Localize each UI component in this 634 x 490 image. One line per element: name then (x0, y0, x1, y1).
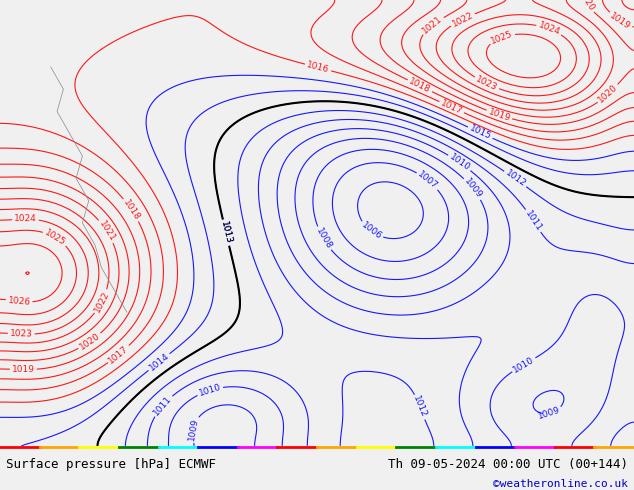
Text: 1022: 1022 (450, 10, 475, 28)
Text: 1016: 1016 (306, 60, 330, 75)
Text: 1018: 1018 (408, 77, 432, 95)
Text: 1009: 1009 (537, 405, 562, 421)
Text: 1015: 1015 (468, 124, 493, 142)
Text: 1009: 1009 (462, 177, 484, 200)
Text: 1011: 1011 (523, 209, 543, 233)
Text: 1018: 1018 (121, 198, 141, 222)
Text: 1014: 1014 (147, 351, 171, 372)
Text: 1020: 1020 (576, 0, 596, 14)
Text: 1024: 1024 (537, 21, 562, 37)
Text: 1025: 1025 (43, 228, 67, 247)
Text: 1017: 1017 (439, 98, 464, 116)
Text: 1013: 1013 (219, 220, 233, 245)
Text: 1021: 1021 (97, 219, 117, 243)
Text: 1019: 1019 (487, 107, 512, 123)
Text: 1021: 1021 (421, 14, 444, 36)
Text: 1010: 1010 (512, 355, 536, 374)
Text: 1010: 1010 (448, 152, 472, 173)
Text: 1019: 1019 (608, 11, 632, 31)
Text: 1017: 1017 (107, 343, 131, 365)
Text: 1023: 1023 (10, 329, 33, 339)
Text: 1011: 1011 (152, 394, 174, 417)
Text: 1006: 1006 (359, 220, 383, 242)
Text: ©weatheronline.co.uk: ©weatheronline.co.uk (493, 479, 628, 489)
Text: 1012: 1012 (503, 169, 527, 189)
Text: 1007: 1007 (416, 170, 439, 191)
Text: 1019: 1019 (12, 365, 35, 374)
Text: 1025: 1025 (489, 29, 514, 46)
Text: 1020: 1020 (78, 331, 102, 352)
Text: 1024: 1024 (14, 215, 37, 224)
Text: Surface pressure [hPa] ECMWF: Surface pressure [hPa] ECMWF (6, 458, 216, 471)
Text: 1010: 1010 (198, 383, 223, 398)
Text: Th 09-05-2024 00:00 UTC (00+144): Th 09-05-2024 00:00 UTC (00+144) (387, 458, 628, 471)
Text: 1013: 1013 (219, 220, 233, 245)
Text: 1012: 1012 (411, 395, 429, 419)
Text: 1008: 1008 (314, 226, 333, 251)
Text: 1020: 1020 (597, 83, 619, 105)
Text: 1023: 1023 (474, 74, 499, 93)
Text: 1026: 1026 (8, 296, 31, 307)
Text: 1022: 1022 (93, 290, 111, 314)
Text: 1009: 1009 (187, 417, 200, 441)
